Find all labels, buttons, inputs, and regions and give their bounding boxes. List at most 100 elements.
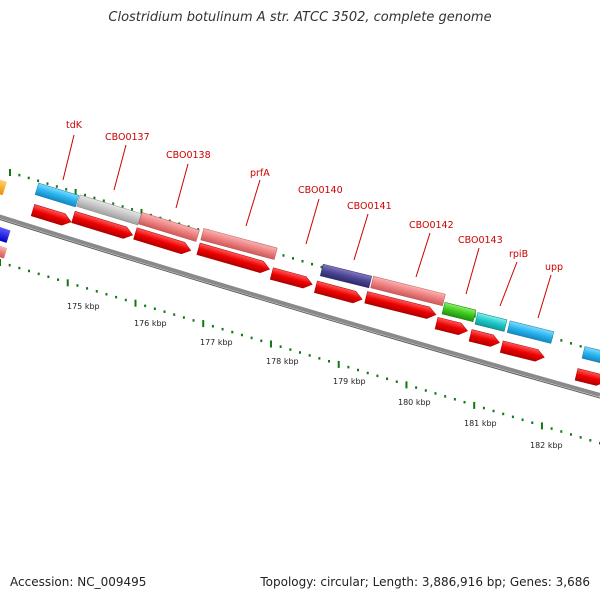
minor-tick xyxy=(28,269,31,273)
map-title: Clostridium botulinum A str. ATCC 3502, … xyxy=(108,10,492,25)
minor-tick xyxy=(37,179,40,183)
minor-tick xyxy=(395,380,398,383)
minor-tick xyxy=(502,412,505,416)
kbp-labels: 175 kbp 176 kbp 177 kbp 178 kbp 179 kbp … xyxy=(67,302,563,450)
minor-tick xyxy=(102,199,105,202)
minor-tick xyxy=(328,360,331,363)
cds-arrow xyxy=(196,242,270,274)
minor-tick xyxy=(124,298,127,302)
cds-arrow xyxy=(313,280,363,304)
minor-tick xyxy=(84,193,87,197)
feature-cbo0138 xyxy=(138,212,200,242)
genome-backbone xyxy=(0,214,600,397)
minor-tick xyxy=(299,351,301,354)
minor-tick xyxy=(55,185,58,188)
feature-cbo0142 xyxy=(441,302,477,322)
minor-tick xyxy=(569,342,572,345)
feature-cbo0140 xyxy=(319,263,373,289)
minor-tick xyxy=(240,333,243,337)
minor-tick xyxy=(444,395,447,398)
gene-label-cbo0138: CBO0138 xyxy=(166,150,211,161)
minor-tick xyxy=(289,348,292,351)
minor-tick xyxy=(386,377,389,381)
cds-arrow xyxy=(133,227,192,255)
gene-label-cbo0137: CBO0137 xyxy=(105,132,150,143)
minor-tick xyxy=(211,324,214,328)
minor-tick xyxy=(250,336,253,340)
cds-arrow xyxy=(468,329,500,347)
minor-tick xyxy=(105,292,108,296)
minor-tick xyxy=(463,400,466,404)
minor-tick xyxy=(579,436,582,439)
minor-tick xyxy=(260,339,263,343)
genome-backbone-shadow xyxy=(0,219,600,399)
minor-tick xyxy=(221,327,224,331)
minor-tick xyxy=(93,196,96,200)
minor-tick xyxy=(482,406,485,410)
minor-tick xyxy=(318,357,321,360)
gene-label-cbo0143: CBO0143 xyxy=(458,235,503,246)
major-tick xyxy=(202,320,205,328)
minor-tick xyxy=(18,173,21,177)
upper-feature-track xyxy=(34,182,600,366)
minor-tick xyxy=(182,316,185,319)
minor-tick xyxy=(366,371,369,375)
cds-arrow xyxy=(30,204,72,226)
kbp-label-178: 178 kbp xyxy=(266,357,299,366)
inner-tick-ring xyxy=(0,259,600,445)
major-tick xyxy=(74,188,77,196)
minor-tick xyxy=(144,304,147,308)
accession-text: Accession: NC_009495 xyxy=(10,575,147,589)
minor-tick xyxy=(86,287,89,290)
feature-upp xyxy=(581,346,600,366)
minor-tick xyxy=(291,257,294,260)
minor-tick xyxy=(560,430,563,433)
minor-tick xyxy=(424,389,427,392)
major-tick xyxy=(66,279,69,287)
feature-orange xyxy=(0,179,7,196)
kbp-label-179: 179 kbp xyxy=(333,377,366,386)
kbp-label-176: 176 kbp xyxy=(134,319,167,328)
minor-tick xyxy=(453,398,456,401)
kbp-label-177: 177 kbp xyxy=(200,338,233,347)
minor-tick xyxy=(531,421,534,424)
cds-arrow xyxy=(434,317,468,336)
minor-tick xyxy=(415,386,418,389)
minor-tick xyxy=(560,339,563,342)
minor-tick xyxy=(231,330,234,334)
feature-cbo0137 xyxy=(76,194,142,226)
minor-tick xyxy=(112,202,115,205)
cds-arrow xyxy=(499,340,545,362)
minor-tick xyxy=(65,188,68,191)
minor-tick xyxy=(434,392,437,395)
feature-tdk xyxy=(34,182,80,208)
gene-label-upp: upp xyxy=(545,262,563,273)
minor-tick xyxy=(347,365,350,369)
minor-tick xyxy=(163,310,166,313)
kbp-label-182: 182 kbp xyxy=(530,441,563,450)
cds-arrow-track xyxy=(30,204,600,386)
feature-cbo0141 xyxy=(370,275,446,307)
minor-tick xyxy=(192,319,195,322)
major-tick xyxy=(540,422,543,430)
kbp-label-175: 175 kbp xyxy=(67,302,100,311)
major-tick xyxy=(337,360,340,368)
minor-tick xyxy=(153,307,156,311)
major-tick xyxy=(473,401,476,409)
minor-tick xyxy=(18,266,21,270)
genome-stats-text: Topology: circular; Length: 3,886,916 bp… xyxy=(260,575,590,589)
minor-tick xyxy=(95,290,98,293)
gene-label-tdk: tdK xyxy=(66,120,83,131)
gene-label-cbo0142: CBO0142 xyxy=(409,220,454,231)
cds-arrow xyxy=(71,210,134,239)
minor-tick xyxy=(27,176,30,180)
minor-tick xyxy=(37,272,40,276)
feature-rpib xyxy=(506,320,555,344)
major-tick xyxy=(9,169,11,176)
minor-tick xyxy=(589,439,592,442)
gene-leader-lines xyxy=(62,134,552,319)
major-tick xyxy=(140,208,143,216)
minor-tick xyxy=(76,284,79,287)
minor-tick xyxy=(569,433,572,436)
minor-tick xyxy=(320,265,323,269)
